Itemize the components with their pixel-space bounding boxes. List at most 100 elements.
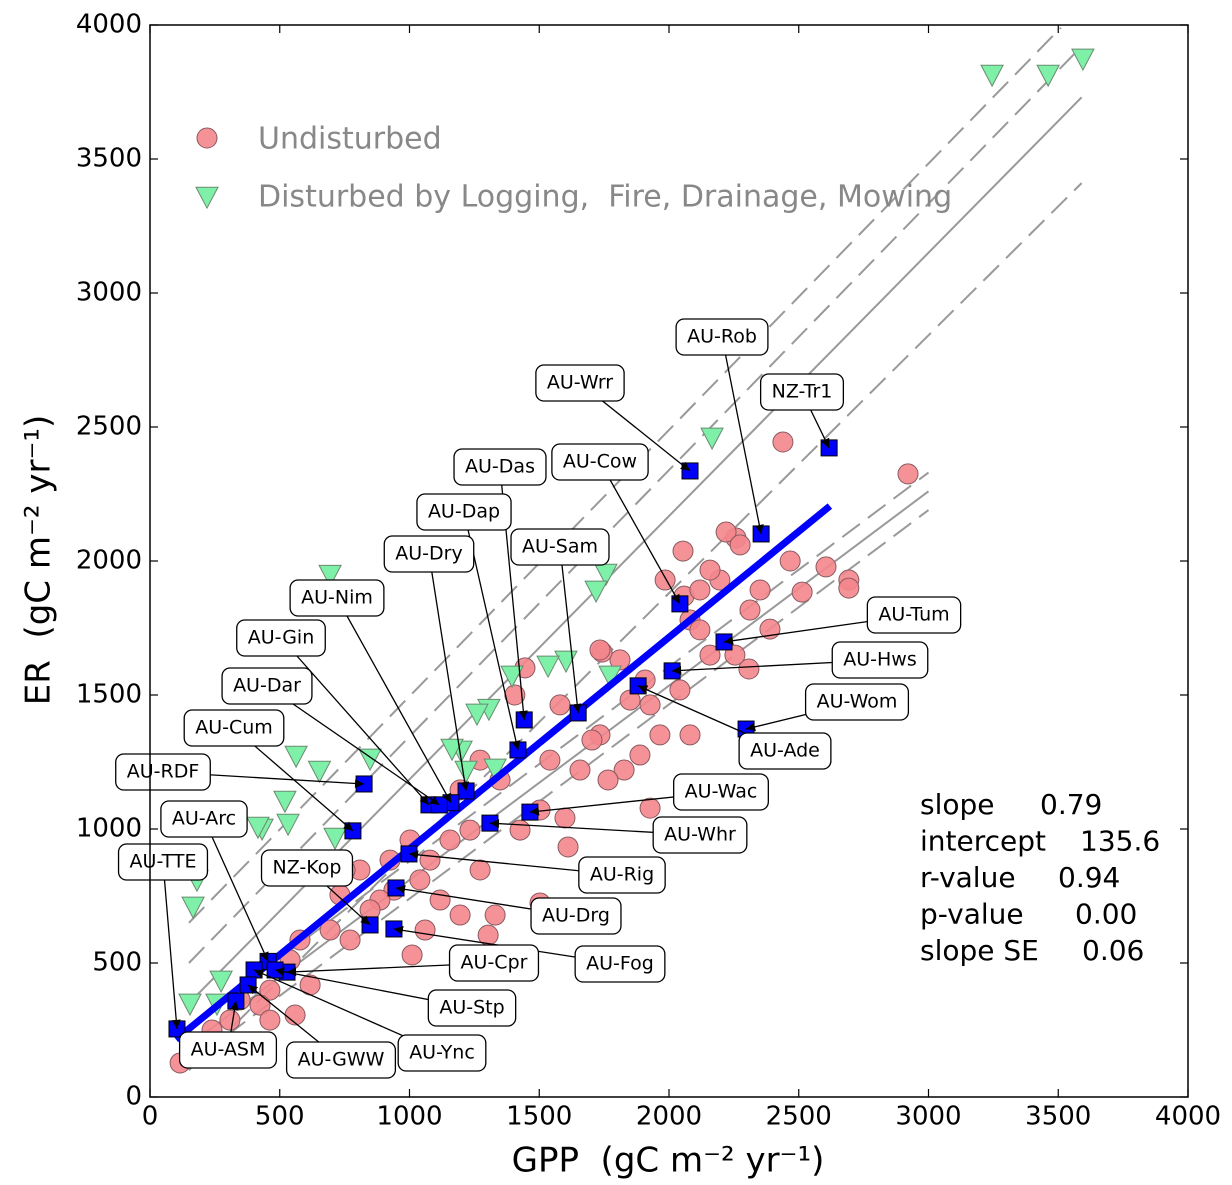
x-tick-label: 500 xyxy=(255,1102,305,1132)
label-box xyxy=(183,709,285,747)
scatter-point xyxy=(772,431,794,453)
scatter-point xyxy=(469,859,491,881)
scatter-point xyxy=(259,1009,281,1031)
scatter-point xyxy=(439,829,461,851)
scatter-point xyxy=(284,745,308,769)
scatter-point xyxy=(259,979,281,1001)
scatter-point xyxy=(557,836,579,858)
site-label: AU-RDF xyxy=(115,753,211,791)
x-tick-label: 1000 xyxy=(376,1102,442,1132)
site-label-text: AU-Rob xyxy=(687,326,757,348)
site-label-text: AU-Gin xyxy=(248,627,315,649)
scatter-point xyxy=(509,819,531,841)
site-label-text: NZ-Kop xyxy=(273,857,342,879)
scatter-point xyxy=(178,993,202,1017)
scatter-point xyxy=(454,760,478,784)
site-label: AU-Wrr xyxy=(535,364,625,402)
scatter-point xyxy=(339,929,361,951)
scatter-point xyxy=(700,427,724,451)
site-label-text: AU-Sam xyxy=(522,536,598,558)
scatter-point xyxy=(791,581,813,603)
annotation-arrow xyxy=(599,461,681,605)
label-box xyxy=(578,856,666,894)
fit-line xyxy=(173,503,833,1043)
label-box xyxy=(117,843,209,881)
scatter-point xyxy=(440,738,464,762)
site-labels: AU-Wrr AU-Rob NZ-Tr1 AU-Cow AU-Das AU-Dap AU-D… xyxy=(115,318,962,1079)
stat-value: 0.06 xyxy=(1082,934,1144,967)
site-label: AU-Cow xyxy=(551,443,649,481)
scatter-point xyxy=(1071,48,1095,72)
scatter-point xyxy=(689,579,711,601)
site-label-text: AU-Wac xyxy=(685,781,758,803)
scatter-point xyxy=(459,819,481,841)
scatter-point xyxy=(749,579,771,601)
scatter-point xyxy=(319,919,341,941)
label-box xyxy=(160,800,248,838)
scatter-point xyxy=(219,1009,241,1031)
site-label-text: AU-Cum xyxy=(195,717,273,739)
site-label-text: AU-Cow xyxy=(563,451,637,473)
annotation-arrow xyxy=(280,637,430,806)
scatter-point xyxy=(672,540,694,562)
scatter-point xyxy=(549,694,571,716)
label-box xyxy=(416,493,512,531)
x-tick-label: 3000 xyxy=(895,1102,961,1132)
site-label: AU-Dar xyxy=(221,667,313,705)
label-box xyxy=(673,773,769,811)
scatter-point xyxy=(639,797,661,819)
site-label: AU-Wom xyxy=(804,683,910,721)
scatter-point xyxy=(276,813,300,837)
label-box xyxy=(759,373,845,411)
stat-label: r-value xyxy=(920,861,1016,894)
scatter-point xyxy=(429,889,451,911)
label-box xyxy=(675,318,769,356)
site-label-text: AU-Dap xyxy=(428,501,500,523)
site-label-text: AU-Das xyxy=(465,456,535,478)
scatter-point xyxy=(715,521,737,543)
scatter-point xyxy=(838,577,860,599)
site-label: AU-Cum xyxy=(183,709,285,747)
scatter-point xyxy=(649,724,671,746)
scatter-point xyxy=(1036,64,1060,88)
y-tick-label: 2000 xyxy=(76,546,142,576)
site-label-text: AU-RDF xyxy=(127,761,200,783)
scatter-point xyxy=(584,580,608,604)
label-box xyxy=(397,1034,487,1072)
reference-line xyxy=(188,182,1083,1071)
x-tick-label: 4000 xyxy=(1155,1102,1221,1132)
site-label: AU-Rig xyxy=(578,856,666,894)
site-label: AU-Gin xyxy=(236,619,326,657)
reference-line xyxy=(188,45,1083,964)
site-label-text: AU-Wrr xyxy=(547,372,613,394)
label-box xyxy=(530,897,622,935)
scatter-point xyxy=(358,748,382,772)
scatter-point xyxy=(738,658,760,680)
site-label: AU-Arc xyxy=(160,800,248,838)
scatter-point xyxy=(414,919,436,941)
x-tick-label: 0 xyxy=(142,1102,159,1132)
label-box xyxy=(804,683,910,721)
annotation-arrow xyxy=(559,546,582,714)
scatter-point xyxy=(629,744,651,766)
label-box xyxy=(510,528,610,566)
site-label: AU-Rob xyxy=(675,318,769,356)
annotation-arrow xyxy=(428,553,470,792)
site-label-text: AU-Dar xyxy=(233,675,301,697)
stat-label: slope xyxy=(920,788,995,821)
site-label: AU-Ync xyxy=(397,1034,487,1072)
label-box xyxy=(535,364,625,402)
site-label-text: AU-Hws xyxy=(843,649,917,671)
stat-value: 0.94 xyxy=(1058,861,1120,894)
y-tick-label: 1000 xyxy=(76,814,142,844)
label-box xyxy=(221,667,313,705)
site-label: AU-Fog xyxy=(574,945,666,983)
y-axis-label: ER (gC m⁻² yr⁻¹) xyxy=(19,415,59,706)
label-box xyxy=(285,1041,397,1079)
scatter-point xyxy=(554,807,576,829)
label-box xyxy=(453,448,547,486)
site-label: AU-Dry xyxy=(383,535,475,573)
scatter-point xyxy=(815,556,837,578)
